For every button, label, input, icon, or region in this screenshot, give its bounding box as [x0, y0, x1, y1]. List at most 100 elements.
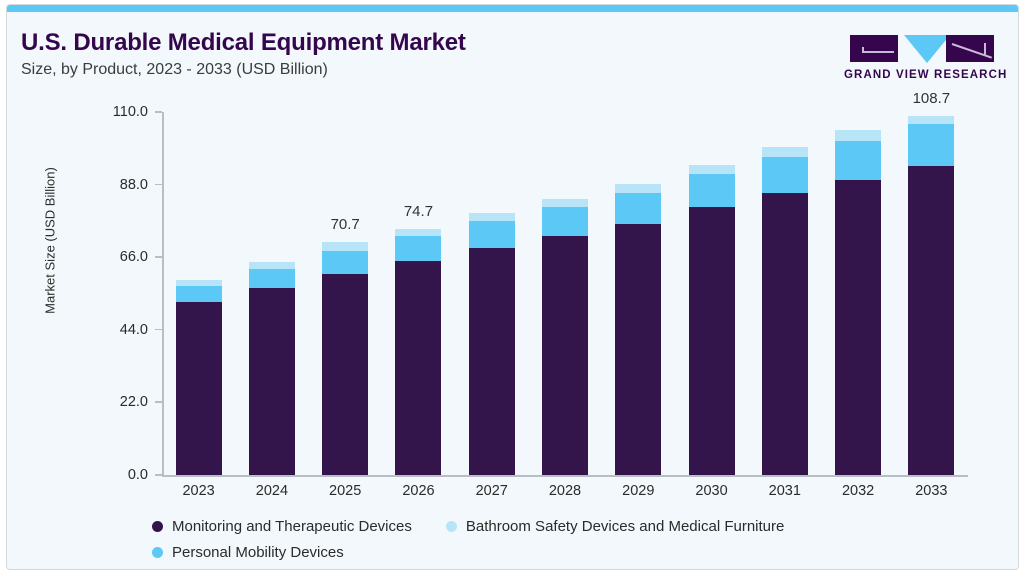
stacked-bar[interactable]	[322, 241, 369, 475]
y-axis-tick-label: 66.0	[119, 249, 148, 266]
bar-segment-bathroom-safety[interactable]	[908, 116, 955, 124]
legend-row-secondary: Personal Mobility Devices	[152, 539, 952, 565]
stacked-bar[interactable]	[395, 228, 442, 476]
legend-label: Monitoring and Therapeutic Devices	[172, 517, 412, 535]
bar-segment-personal-mobility[interactable]	[688, 174, 735, 208]
bar-segment-bathroom-safety[interactable]	[468, 212, 515, 222]
logo-left-horizontal-line	[862, 51, 894, 53]
x-axis-tick-label: 2031	[768, 483, 801, 499]
x-axis-tick-label: 2028	[548, 483, 582, 499]
chart-legend: Monitoring and Therapeutic Devices Bathro…	[152, 513, 952, 565]
bar-segment-monitoring[interactable]	[395, 260, 442, 475]
bar-segment-personal-mobility[interactable]	[615, 192, 662, 224]
stacked-bar[interactable]	[615, 183, 662, 475]
y-axis-tick-mark	[155, 256, 162, 258]
x-axis-tick-label: 2027	[475, 483, 508, 499]
logo-triangle-icon	[904, 35, 950, 63]
bar-segment-monitoring[interactable]	[835, 180, 882, 475]
bar-segment-monitoring[interactable]	[322, 273, 369, 475]
bar-segment-bathroom-safety[interactable]	[761, 146, 808, 157]
bar-group[interactable]: 74.7	[395, 112, 442, 476]
logo-rect-left-icon	[850, 35, 898, 62]
bar-segment-personal-mobility[interactable]	[248, 269, 295, 289]
legend-swatch-icon	[445, 520, 457, 532]
bar-group[interactable]	[248, 112, 295, 475]
logo-marks	[842, 32, 1002, 64]
y-axis-tick: 22.0	[7, 394, 162, 410]
stacked-bar[interactable]	[688, 165, 735, 475]
grand-view-research-logo: GRAND VIEW RESEARCH	[842, 32, 1006, 88]
bar-segment-monitoring[interactable]	[688, 207, 735, 475]
bar-group[interactable]	[615, 112, 662, 475]
x-axis-line	[162, 475, 968, 477]
bar-value-label: 108.7	[912, 90, 951, 108]
bar-segment-monitoring[interactable]	[468, 248, 515, 475]
chart-header: U.S. Durable Medical Equipment Market Si…	[7, 12, 1018, 94]
bar-group[interactable]	[468, 112, 515, 475]
bar-group[interactable]: 70.7	[322, 112, 369, 475]
y-axis-tick-mark	[155, 328, 162, 331]
y-axis-tick-label: 110.0	[112, 104, 148, 120]
x-axis-tick-label: 2032	[841, 483, 875, 499]
y-axis-tick-label: 44.0	[119, 321, 148, 338]
bar-segment-bathroom-safety[interactable]	[395, 228, 442, 236]
bar-group[interactable]	[835, 112, 882, 475]
stacked-bar[interactable]	[542, 198, 588, 475]
bar-series-container: 70.7 74.7 108.7	[162, 90, 968, 476]
bar-group[interactable]	[542, 112, 588, 475]
y-axis-tick: 110.0	[7, 104, 162, 120]
x-axis-tick-label: 2033	[915, 483, 948, 499]
y-axis-tick: 66.0	[7, 249, 162, 265]
x-axis-tick-label: 2023	[182, 483, 215, 499]
bar-segment-personal-mobility[interactable]	[835, 141, 882, 181]
x-axis-tick-label: 2026	[402, 483, 435, 499]
bar-group[interactable]: 108.7	[908, 90, 955, 475]
bar-segment-bathroom-safety[interactable]	[615, 183, 662, 193]
y-axis-tick: 44.0	[7, 322, 162, 338]
bar-segment-bathroom-safety[interactable]	[322, 241, 369, 251]
y-axis-tick: 0.0	[7, 467, 162, 483]
x-axis-tick-label: 2030	[695, 483, 728, 499]
stacked-bar[interactable]	[175, 279, 222, 475]
bar-segment-bathroom-safety[interactable]	[542, 198, 588, 208]
stacked-bar[interactable]	[761, 146, 808, 475]
y-axis-title: Market Size (USD Billion)	[42, 167, 58, 314]
bar-segment-bathroom-safety[interactable]	[835, 130, 882, 142]
bar-group[interactable]	[175, 112, 222, 475]
bar-segment-bathroom-safety[interactable]	[688, 165, 735, 175]
stacked-bar[interactable]	[835, 130, 882, 475]
bar-segment-personal-mobility[interactable]	[322, 250, 369, 274]
legend-item[interactable]: Monitoring and Therapeutic Devices	[152, 518, 412, 535]
bar-segment-monitoring[interactable]	[542, 236, 588, 475]
legend-label: Bathroom Safety Devices and Medical Furn…	[465, 517, 785, 535]
bar-segment-monitoring[interactable]	[175, 302, 222, 475]
stacked-bar[interactable]	[468, 212, 515, 475]
bar-segment-monitoring[interactable]	[908, 166, 955, 475]
bar-group[interactable]	[761, 112, 808, 475]
logo-rect-right-icon	[946, 35, 994, 62]
bar-segment-monitoring[interactable]	[248, 288, 295, 475]
stacked-bar[interactable]	[248, 262, 295, 475]
logo-right-edge-line	[984, 43, 986, 55]
bar-segment-personal-mobility[interactable]	[542, 207, 588, 237]
bar-segment-personal-mobility[interactable]	[468, 221, 515, 249]
y-axis-tick-label: 22.0	[119, 394, 148, 411]
y-axis-tick-mark	[155, 183, 162, 186]
legend-item[interactable]: Personal Mobility Devices	[152, 544, 344, 561]
bar-segment-bathroom-safety[interactable]	[175, 279, 222, 286]
bar-value-label: 74.7	[403, 202, 434, 220]
bar-segment-monitoring[interactable]	[615, 223, 662, 475]
legend-swatch-icon	[152, 520, 163, 532]
bar-segment-personal-mobility[interactable]	[175, 285, 222, 303]
bar-segment-monitoring[interactable]	[761, 193, 808, 475]
bar-segment-bathroom-safety[interactable]	[248, 262, 295, 270]
stacked-bar[interactable]	[908, 116, 955, 475]
bar-group[interactable]	[688, 112, 735, 475]
bar-segment-personal-mobility[interactable]	[761, 156, 808, 194]
legend-row-primary: Monitoring and Therapeutic Devices Bathro…	[152, 513, 952, 539]
legend-item[interactable]: Bathroom Safety Devices and Medical Furn…	[445, 517, 785, 535]
chart-card: U.S. Durable Medical Equipment Market Si…	[6, 4, 1019, 570]
bar-segment-personal-mobility[interactable]	[395, 235, 442, 261]
bar-segment-personal-mobility[interactable]	[908, 123, 955, 167]
top-accent-bar	[7, 5, 1018, 12]
